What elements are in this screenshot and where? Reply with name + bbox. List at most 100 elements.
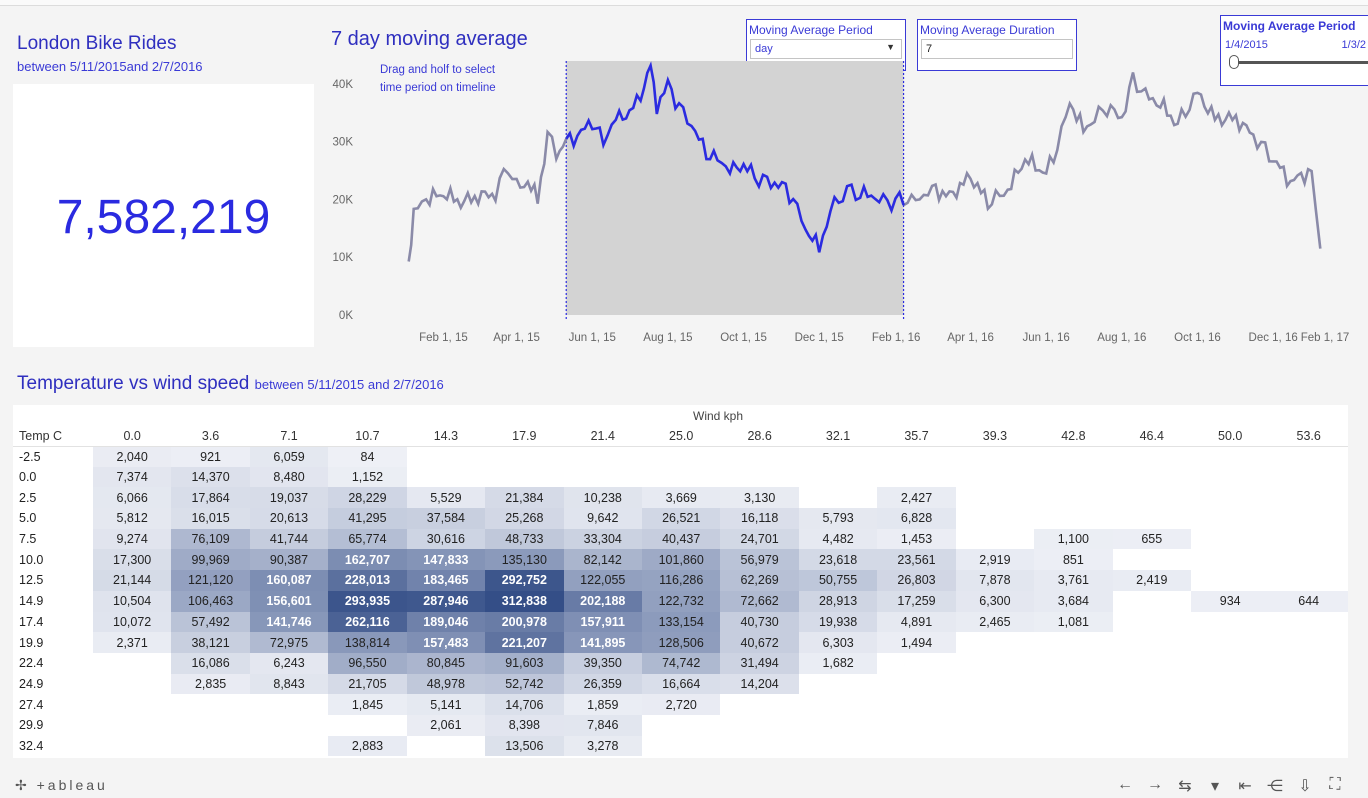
heatmap-cell[interactable]: 14,204 (720, 673, 799, 695)
redo-icon[interactable]: → (1147, 776, 1163, 793)
heatmap-cell[interactable] (485, 446, 563, 467)
heatmap-cell[interactable] (799, 715, 877, 736)
heatmap-cell[interactable]: 72,662 (720, 590, 799, 612)
heatmap-cell[interactable]: 2,720 (641, 694, 721, 715)
heatmap-cell[interactable]: 1,494 (877, 632, 956, 653)
heatmap-cell[interactable]: 138,814 (328, 632, 407, 653)
heatmap-cell[interactable] (720, 467, 798, 488)
heatmap-cell[interactable] (956, 694, 1034, 715)
heatmap-cell[interactable]: 80,845 (406, 652, 486, 674)
heatmap-cell[interactable] (877, 736, 955, 757)
heatmap-cell[interactable]: 128,506 (641, 632, 721, 653)
heatmap-cell[interactable]: 1,100 (1034, 528, 1113, 550)
heatmap-cell[interactable]: 141,746 (249, 611, 329, 633)
heatmap-cell[interactable]: 200,978 (485, 611, 564, 633)
heatmap-cell[interactable]: 52,742 (485, 673, 564, 695)
heatmap-cell[interactable]: 6,828 (877, 508, 956, 529)
heatmap-cell[interactable]: 157,911 (563, 611, 642, 633)
heatmap-cell[interactable]: 10,504 (92, 590, 172, 612)
heatmap-cell[interactable]: 50,755 (798, 570, 878, 591)
heatmap-cell[interactable] (93, 736, 171, 757)
heatmap-cell[interactable] (1113, 715, 1191, 736)
heatmap-cell[interactable]: 133,154 (641, 611, 721, 633)
heatmap-cell[interactable]: 10,238 (563, 487, 642, 509)
heatmap-cell[interactable] (1191, 467, 1269, 488)
heatmap-cell[interactable] (1034, 487, 1112, 508)
heatmap-cell[interactable]: 90,387 (249, 549, 329, 571)
heatmap-cell[interactable]: 3,684 (1034, 590, 1113, 612)
heatmap-cell[interactable]: 16,664 (641, 673, 721, 695)
heatmap-cell[interactable] (1113, 694, 1191, 715)
heatmap-cell[interactable]: 228,013 (328, 570, 407, 591)
heatmap-cell[interactable] (1191, 653, 1269, 674)
heatmap-cell[interactable]: 6,243 (249, 652, 329, 674)
heatmap-cell[interactable]: 3,669 (641, 487, 721, 509)
heatmap-cell[interactable] (1034, 508, 1112, 529)
heatmap-cell[interactable] (956, 487, 1034, 508)
heatmap-cell[interactable]: 157,483 (406, 632, 486, 653)
heatmap-cell[interactable] (171, 736, 249, 757)
heatmap-cell[interactable]: 16,086 (171, 652, 250, 674)
heatmap-cell[interactable] (799, 674, 877, 695)
heatmap-cell[interactable]: 921 (171, 446, 250, 467)
heatmap-cell[interactable]: 8,480 (249, 466, 329, 488)
heatmap-cell[interactable]: 6,066 (92, 487, 172, 509)
heatmap-cell[interactable]: 19,938 (798, 611, 878, 633)
heatmap-cell[interactable] (1113, 508, 1191, 529)
chevron-down-icon[interactable]: ▾ (1210, 778, 1220, 795)
heatmap-cell[interactable]: 17,259 (877, 590, 956, 612)
heatmap-cell[interactable] (1034, 736, 1112, 757)
heatmap-cell[interactable] (328, 715, 406, 736)
heatmap-cell[interactable] (1113, 653, 1191, 674)
heatmap-cell[interactable] (1113, 632, 1191, 653)
heatmap-cell[interactable]: 24,701 (720, 528, 799, 550)
heatmap-cell[interactable]: 183,465 (406, 570, 486, 591)
heatmap-cell[interactable]: 2,919 (955, 549, 1035, 571)
heatmap-cell[interactable] (564, 446, 642, 467)
heatmap-cell[interactable]: 147,833 (406, 549, 486, 571)
tableau-logo[interactable]: ✢ +ableau (15, 777, 108, 794)
heatmap-cell[interactable]: 3,761 (1034, 570, 1113, 591)
heatmap-cell[interactable]: 76,109 (171, 528, 250, 550)
heatmap-cell[interactable]: 8,843 (249, 673, 329, 695)
heatmap-cell[interactable]: 221,207 (485, 632, 564, 653)
heatmap-cell[interactable] (1113, 446, 1191, 467)
heatmap-cell[interactable]: 2,835 (171, 673, 250, 695)
heatmap-cell[interactable] (799, 467, 877, 488)
heatmap-cell[interactable]: 25,268 (485, 508, 564, 529)
heatmap-cell[interactable] (1269, 653, 1348, 674)
heatmap-cell[interactable] (956, 632, 1034, 653)
heatmap-cell[interactable]: 262,116 (328, 611, 407, 633)
heatmap-cell[interactable]: 156,601 (249, 590, 329, 612)
heatmap-cell[interactable]: 122,732 (641, 590, 721, 612)
range-slider[interactable] (1227, 55, 1368, 71)
heatmap-cell[interactable] (956, 508, 1034, 529)
heatmap-cell[interactable]: 99,969 (171, 549, 250, 571)
heatmap-cell[interactable] (1034, 653, 1112, 674)
heatmap-cell[interactable]: 16,118 (720, 508, 799, 529)
heatmap-cell[interactable] (642, 467, 720, 488)
heatmap-cell[interactable] (1191, 529, 1269, 550)
heatmap-cell[interactable]: 14,706 (485, 694, 564, 715)
heatmap-cell[interactable]: 16,015 (171, 508, 250, 529)
heatmap-cell[interactable]: 4,482 (798, 528, 878, 550)
heatmap-cell[interactable] (1269, 736, 1348, 757)
heatmap-cell[interactable] (1113, 612, 1191, 633)
heatmap-cell[interactable]: 7,846 (563, 714, 642, 736)
heatmap-cell[interactable]: 23,561 (877, 549, 956, 571)
heatmap-cell[interactable] (642, 736, 720, 757)
heatmap-cell[interactable]: 65,774 (328, 528, 407, 550)
heatmap-cell[interactable]: 40,437 (641, 528, 721, 550)
heatmap-cell[interactable] (250, 694, 328, 715)
heatmap-cell[interactable] (1191, 570, 1269, 591)
heatmap-cell[interactable]: 287,946 (406, 590, 486, 612)
heatmap-cell[interactable] (1269, 674, 1348, 695)
heatmap-cell[interactable] (1113, 736, 1191, 757)
heatmap-cell[interactable] (1191, 446, 1269, 467)
heatmap-cell[interactable] (1269, 467, 1348, 488)
heatmap-cell[interactable]: 2,371 (92, 632, 172, 653)
heatmap-cell[interactable] (171, 694, 249, 715)
heatmap-cell[interactable]: 2,883 (328, 735, 407, 757)
heatmap-cell[interactable]: 121,120 (171, 570, 250, 591)
heatmap-cell[interactable]: 21,705 (328, 673, 407, 695)
